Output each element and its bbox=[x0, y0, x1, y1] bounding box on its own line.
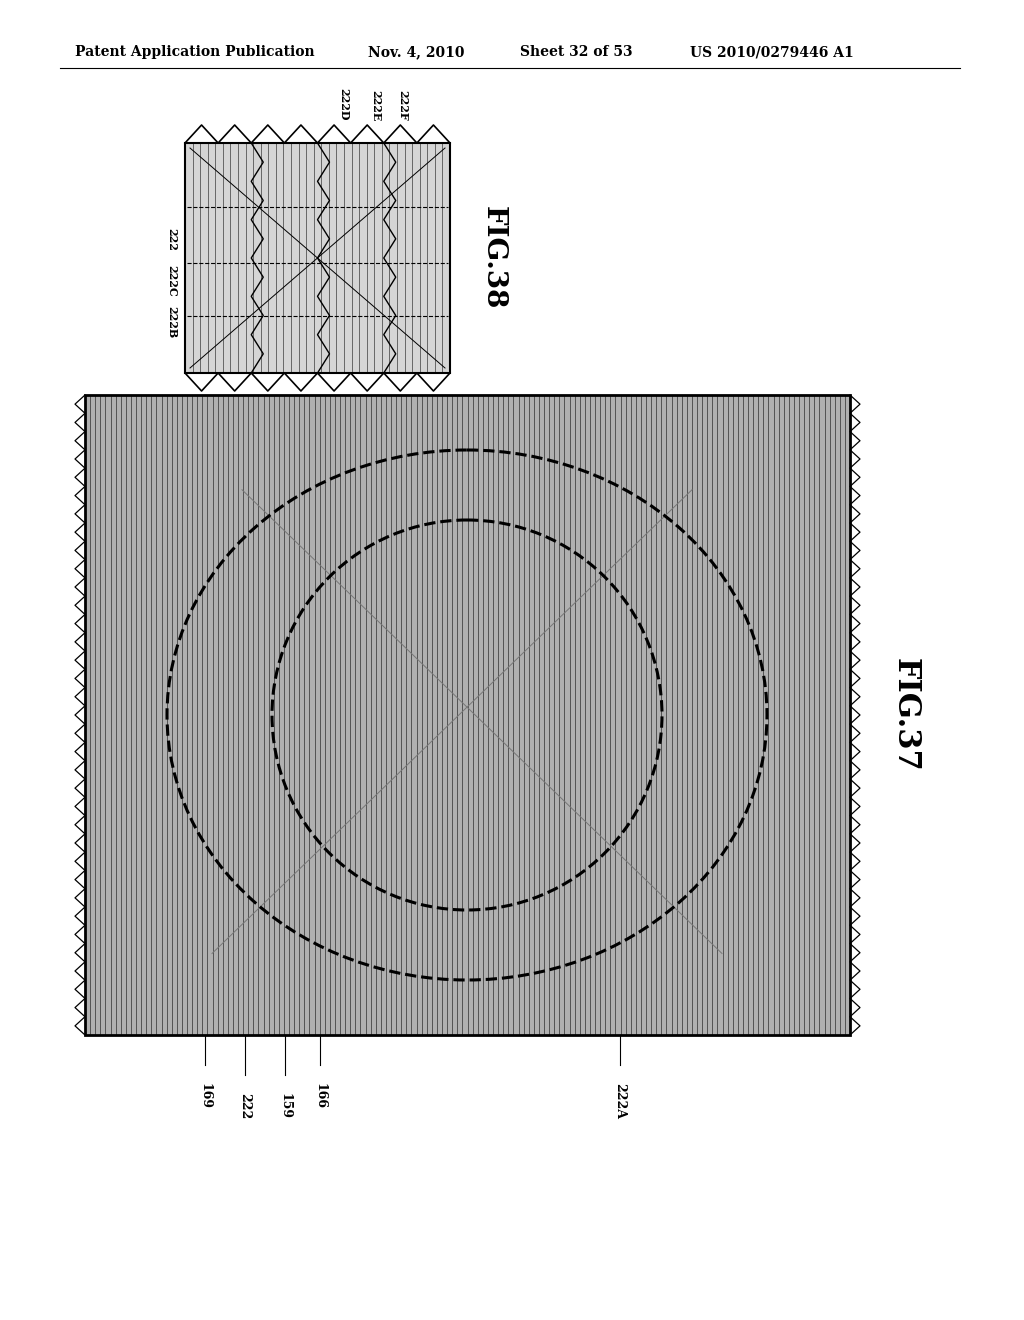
Text: 222F: 222F bbox=[396, 90, 408, 121]
Text: 222E: 222E bbox=[371, 90, 381, 121]
Bar bbox=[185, 143, 450, 374]
Text: Nov. 4, 2010: Nov. 4, 2010 bbox=[368, 45, 465, 59]
Text: 222A: 222A bbox=[613, 1082, 627, 1119]
Text: 222C: 222C bbox=[166, 265, 177, 297]
Text: 159: 159 bbox=[279, 1093, 292, 1119]
Text: US 2010/0279446 A1: US 2010/0279446 A1 bbox=[690, 45, 854, 59]
Text: 222B: 222B bbox=[166, 306, 177, 338]
Text: FIG.38: FIG.38 bbox=[480, 206, 507, 310]
Text: 222D: 222D bbox=[339, 88, 349, 121]
Text: 169: 169 bbox=[199, 1082, 212, 1109]
Text: Sheet 32 of 53: Sheet 32 of 53 bbox=[520, 45, 633, 59]
Text: 222: 222 bbox=[166, 228, 177, 251]
Text: FIG.37: FIG.37 bbox=[890, 659, 921, 772]
Text: Patent Application Publication: Patent Application Publication bbox=[75, 45, 314, 59]
Bar bbox=[85, 395, 850, 1035]
Text: 166: 166 bbox=[313, 1082, 327, 1109]
Bar bbox=[185, 143, 450, 374]
Text: 222: 222 bbox=[239, 1093, 252, 1119]
Bar bbox=[85, 395, 850, 1035]
